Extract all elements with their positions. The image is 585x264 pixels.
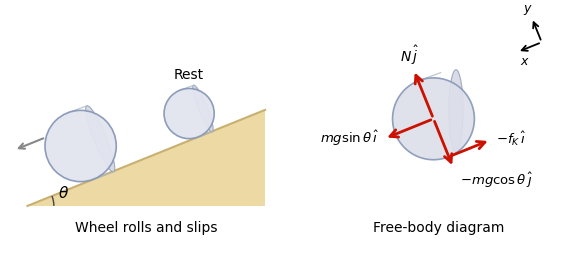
Ellipse shape xyxy=(449,70,463,152)
Text: Wheel rolls and slips: Wheel rolls and slips xyxy=(75,221,218,235)
Ellipse shape xyxy=(192,85,213,132)
Circle shape xyxy=(393,78,474,160)
Text: Rest: Rest xyxy=(174,68,204,82)
Ellipse shape xyxy=(85,106,115,172)
Text: y: y xyxy=(523,2,531,15)
Text: x: x xyxy=(520,55,527,68)
Circle shape xyxy=(45,110,116,182)
Polygon shape xyxy=(27,110,265,206)
Text: $-f_K\,\hat{\imath}$: $-f_K\,\hat{\imath}$ xyxy=(495,129,526,148)
Text: $-mg\cos\theta\,\hat{\jmath}$: $-mg\cos\theta\,\hat{\jmath}$ xyxy=(460,170,533,190)
Text: θ: θ xyxy=(58,186,68,201)
Text: $N\,\hat{j}$: $N\,\hat{j}$ xyxy=(400,44,419,67)
Text: $mg\sin\theta\,\hat{\imath}$: $mg\sin\theta\,\hat{\imath}$ xyxy=(321,129,379,148)
Text: Free-body diagram: Free-body diagram xyxy=(373,221,504,235)
Circle shape xyxy=(164,88,214,139)
